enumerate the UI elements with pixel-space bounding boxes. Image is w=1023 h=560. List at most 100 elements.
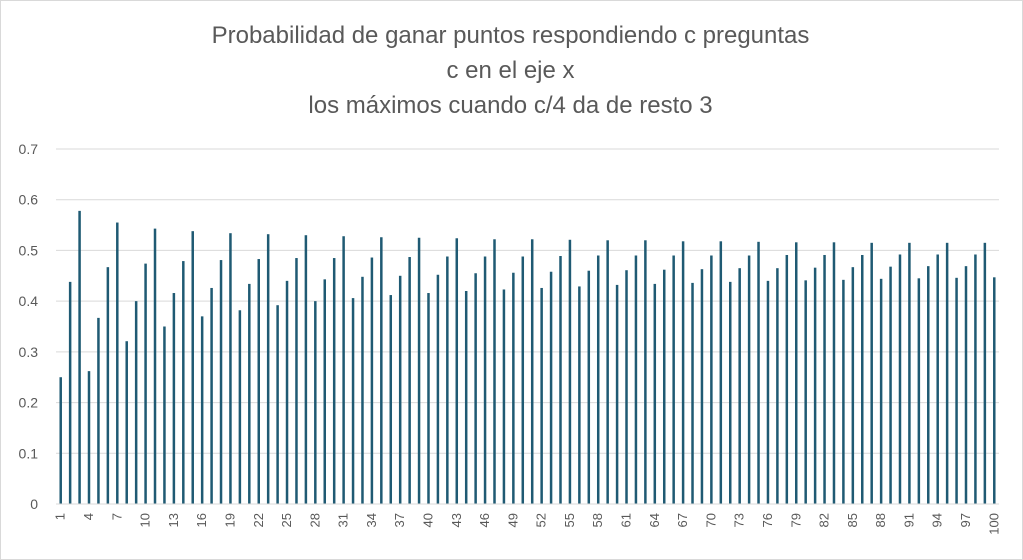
- x-tick-label: 1: [53, 513, 68, 520]
- bars: [59, 210, 996, 505]
- bar-62: [634, 255, 638, 504]
- bar-47: [493, 239, 496, 504]
- bar-33: [361, 276, 364, 504]
- bar-2: [68, 281, 72, 504]
- y-tick-label: 0.7: [19, 141, 39, 157]
- bar-71: [719, 241, 723, 505]
- bar-5: [97, 317, 100, 504]
- bar-35: [380, 237, 383, 505]
- bar-4: [87, 371, 91, 504]
- x-tick-label: 52: [534, 513, 549, 527]
- bar-10: [144, 263, 147, 504]
- bar-76: [766, 280, 770, 504]
- bar-80: [804, 280, 807, 504]
- bar-53: [549, 271, 553, 504]
- bar-11: [153, 228, 157, 504]
- bar-61: [625, 270, 628, 504]
- x-tick-label: 100: [986, 513, 1001, 535]
- x-tick-label: 28: [307, 513, 322, 527]
- bar-63: [644, 240, 647, 505]
- x-tick-label: 88: [873, 513, 888, 527]
- x-tick-label: 70: [703, 513, 718, 527]
- bar-3: [78, 210, 81, 504]
- x-tick-label: 31: [336, 513, 351, 527]
- bar-12: [163, 326, 166, 504]
- x-tick-label: 25: [279, 513, 294, 527]
- x-tick-label: 79: [788, 513, 803, 527]
- bar-99: [983, 242, 987, 504]
- bar-17: [210, 287, 213, 504]
- bar-54: [559, 256, 562, 504]
- bar-32: [351, 298, 355, 504]
- x-tick-label: 61: [619, 513, 634, 527]
- x-tick-label: 76: [760, 513, 775, 527]
- bar-19: [229, 233, 232, 504]
- x-tick-label: 22: [251, 513, 266, 527]
- bar-59: [606, 240, 609, 505]
- x-tick-label: 7: [109, 513, 124, 520]
- bar-84: [842, 279, 845, 504]
- bar-90: [898, 254, 902, 504]
- bar-98: [974, 254, 977, 504]
- bar-38: [408, 257, 411, 504]
- bar-58: [596, 255, 600, 504]
- bar-82: [823, 254, 826, 504]
- bar-57: [587, 270, 591, 504]
- bar-67: [681, 241, 685, 505]
- y-tick-label: 0.6: [19, 192, 39, 208]
- x-tick-label: 91: [901, 513, 916, 527]
- x-tick-label: 40: [420, 513, 435, 527]
- bar-72: [729, 281, 732, 504]
- bar-81: [813, 267, 817, 504]
- chart-title-line-1: Probabilidad de ganar puntos respondiend…: [211, 22, 810, 49]
- x-tick-label: 34: [364, 513, 379, 527]
- bar-100: [993, 277, 996, 504]
- bar-26: [295, 258, 298, 504]
- bar-56: [578, 286, 581, 504]
- bar-91: [908, 242, 911, 504]
- x-tick-label: 49: [505, 513, 520, 527]
- x-tick-label: 55: [562, 513, 577, 527]
- bar-6: [106, 267, 110, 504]
- x-axis-ticks: 1 4 7 10 13 16 19 22 25 28 31 34 37 40 43 46 49 52 55 58 61 6…: [53, 513, 1002, 535]
- x-tick-label: 64: [647, 513, 662, 527]
- x-tick-label: 82: [817, 513, 832, 527]
- x-tick-label: 16: [194, 513, 209, 527]
- bar-15: [191, 231, 194, 504]
- bar-21: [248, 283, 251, 504]
- bar-42: [446, 256, 449, 504]
- bar-29: [323, 279, 326, 504]
- y-tick-label: 0.2: [19, 395, 39, 411]
- chart-title: Probabilidad de ganar puntos respondiend…: [0, 18, 1021, 123]
- x-tick-label: 85: [845, 513, 860, 527]
- bar-89: [889, 266, 892, 504]
- bar-44: [464, 291, 468, 504]
- bar-16: [200, 316, 204, 504]
- bar-60: [615, 284, 619, 504]
- y-tick-label: 0: [30, 496, 38, 512]
- bar-1: [59, 377, 62, 504]
- bar-88: [879, 278, 883, 504]
- x-tick-label: 67: [675, 513, 690, 527]
- chart-title-line-2: c en el eje x: [446, 57, 575, 84]
- bar-27: [304, 235, 308, 504]
- bar-8: [125, 341, 128, 504]
- y-tick-label: 0.3: [19, 344, 39, 360]
- bar-51: [530, 239, 534, 504]
- bar-78: [785, 254, 789, 504]
- bar-75: [757, 241, 760, 504]
- bar-43: [455, 238, 459, 504]
- bar-83: [832, 242, 836, 504]
- bar-73: [738, 268, 741, 504]
- x-tick-label: 94: [930, 513, 945, 527]
- bar-55: [568, 239, 572, 504]
- bar-46: [483, 256, 487, 504]
- bar-69: [700, 269, 704, 504]
- bar-24: [276, 305, 279, 504]
- bar-79: [795, 242, 798, 504]
- bar-52: [540, 287, 543, 504]
- y-axis-ticks: 0 0.1 0.2 0.3 0.4 0.5 0.6 0.7: [19, 141, 39, 512]
- bar-92: [917, 278, 921, 504]
- x-tick-label: 43: [449, 513, 464, 527]
